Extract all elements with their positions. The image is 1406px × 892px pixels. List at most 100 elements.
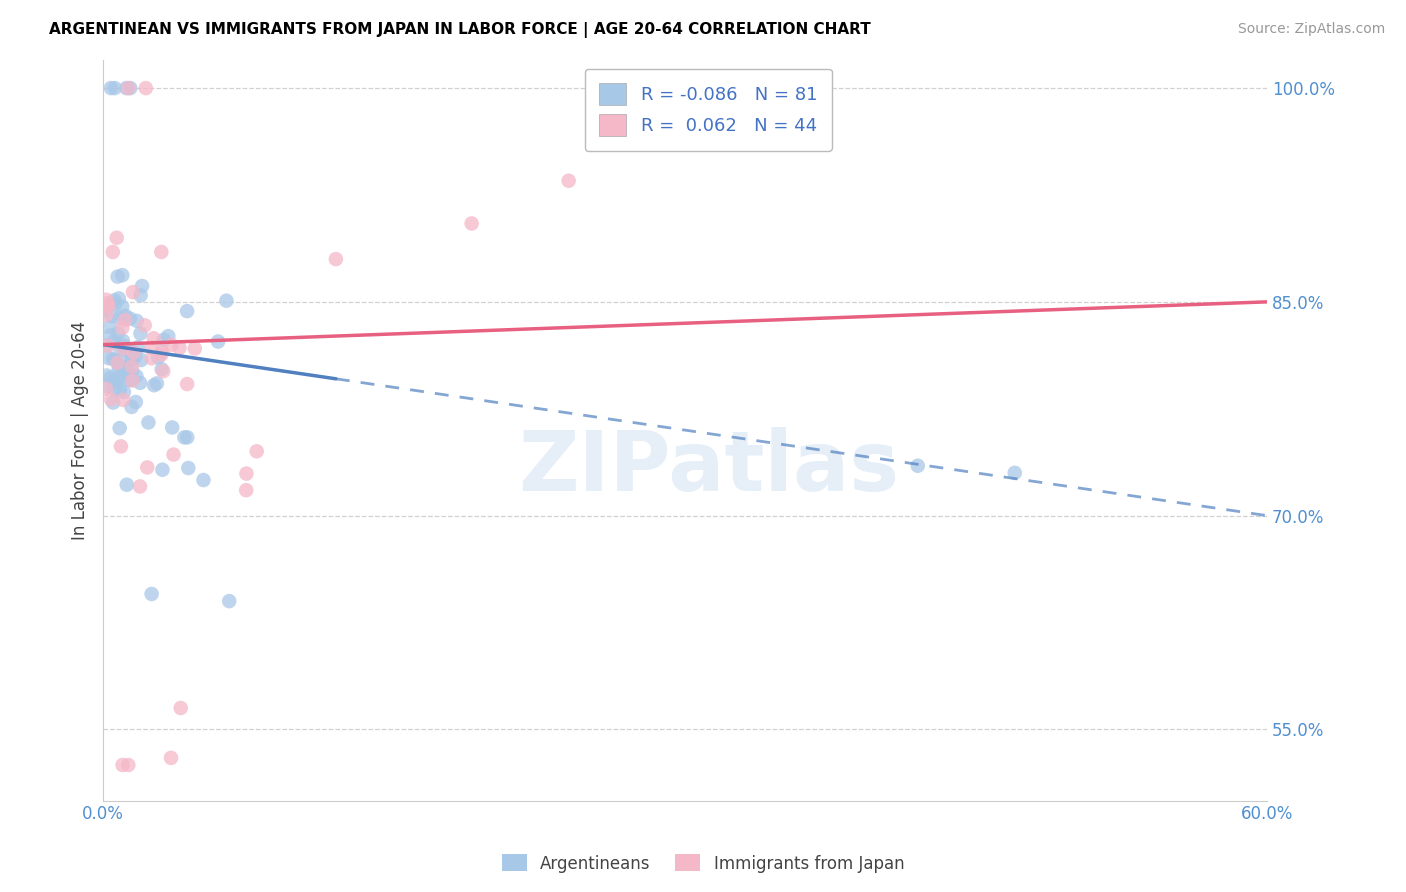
Point [107,326,129,340]
Point [117,81,139,95]
Point [94,382,117,396]
Point [97,300,120,314]
Point [103,395,125,409]
Point [235,483,257,498]
Point [122,345,145,359]
Legend: Argentineans, Immigrants from Japan: Argentineans, Immigrants from Japan [495,847,911,880]
Point [97,339,120,353]
Point [160,751,183,765]
Point [121,347,143,361]
Point [100,370,122,384]
Point [150,244,173,259]
Point [143,378,166,392]
Point [120,373,142,387]
Point [115,81,138,95]
Point [108,370,131,384]
Point [100,392,122,407]
Point [111,321,134,335]
Point [121,353,143,368]
Point [146,376,169,391]
Point [105,231,128,245]
Point [115,367,138,381]
Point [127,340,149,354]
Point [142,331,165,345]
Point [207,334,229,349]
Point [96,379,118,393]
Point [141,587,163,601]
Point [108,339,131,353]
Point [235,467,257,481]
Point [121,400,143,414]
Point [169,341,191,355]
Point [148,351,170,365]
Text: ARGENTINEAN VS IMMIGRANTS FROM JAPAN IN LABOR FORCE | AGE 20-64 CORRELATION CHAR: ARGENTINEAN VS IMMIGRANTS FROM JAPAN IN … [49,22,870,38]
Point [121,365,143,379]
Point [96,368,118,383]
Point [176,377,198,392]
Point [118,311,141,326]
Point [157,329,180,343]
Point [112,392,135,407]
Point [108,292,131,306]
Point [111,300,134,314]
Point [111,268,134,283]
Point [129,376,152,390]
Point [94,308,117,322]
Point [150,344,173,359]
Point [97,351,120,366]
Point [176,304,198,318]
Point [111,334,134,348]
Point [98,320,121,334]
Point [129,288,152,302]
Point [193,473,215,487]
Point [131,279,153,293]
Point [115,477,138,491]
Point [115,343,138,357]
Point [104,81,127,95]
Point [177,461,200,475]
Point [103,334,125,349]
Point [121,359,143,374]
Point [460,217,482,231]
Point [160,420,183,434]
Point [557,174,579,188]
Point [97,296,120,310]
Text: ZIPatlas: ZIPatlas [517,426,898,508]
Point [907,458,929,473]
Point [218,594,240,608]
Point [141,341,163,355]
Point [122,285,145,300]
Point [103,373,125,387]
Point [101,244,124,259]
Point [160,338,183,352]
Point [103,293,125,308]
Point [108,359,131,373]
Point [110,439,132,453]
Point [138,416,160,430]
Point [152,463,174,477]
Point [136,460,159,475]
Point [184,342,207,356]
Point [112,384,135,399]
Point [124,350,146,364]
Point [94,338,117,352]
Point [114,309,136,323]
Point [107,269,129,284]
Point [162,448,184,462]
Point [152,333,174,347]
Point [135,81,157,95]
Point [108,421,131,435]
Legend: R = -0.086   N = 81, R =  0.062   N = 44: R = -0.086 N = 81, R = 0.062 N = 44 [585,69,832,151]
Point [114,359,136,374]
Point [150,348,173,362]
Point [114,350,136,364]
Point [246,444,269,458]
Point [170,701,193,715]
Point [96,293,118,307]
Point [215,293,238,308]
Point [325,252,347,266]
Point [129,353,152,368]
Point [94,303,117,318]
Y-axis label: In Labor Force | Age 20-64: In Labor Force | Age 20-64 [72,320,89,540]
Point [125,369,148,384]
